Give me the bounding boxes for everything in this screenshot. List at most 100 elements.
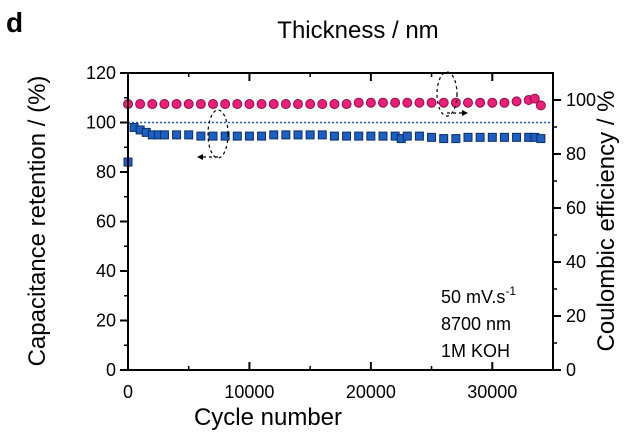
capacitance-marker	[463, 132, 473, 142]
coulombic-marker	[390, 97, 401, 108]
callout-layer	[197, 71, 468, 160]
y-left-tick-label: 20	[96, 311, 116, 331]
capacitance-marker	[269, 130, 279, 140]
y-left-tick-label: 0	[106, 360, 116, 380]
coulombic-marker	[529, 93, 540, 104]
capacitance-marker	[257, 131, 267, 141]
coulombic-marker	[378, 97, 388, 108]
coulombic-marker	[463, 97, 473, 108]
coulombic-marker	[353, 97, 364, 108]
capacitance-marker	[196, 131, 206, 141]
y-right-tick-label: 60	[566, 198, 586, 218]
coulombic-marker	[438, 97, 449, 108]
capacitance-marker	[159, 130, 169, 140]
y-left-tick-label: 80	[96, 162, 116, 182]
x-tick-label: 10000	[224, 382, 274, 402]
y-left-tick-label: 120	[86, 63, 116, 83]
y-right-tick-label: 20	[566, 306, 586, 326]
capacitance-marker	[220, 131, 230, 141]
coulombic-marker	[341, 99, 352, 110]
left-series-arrowhead	[197, 154, 203, 160]
y-left-tick-label: 60	[96, 212, 116, 232]
coulombic-marker	[280, 99, 291, 110]
coulombic-marker	[220, 99, 231, 110]
y-left-tick-label: 40	[96, 261, 116, 281]
series-layer	[123, 93, 546, 167]
electrolyte-label: 1M KOH	[441, 341, 510, 361]
capacitance-marker	[305, 130, 315, 140]
scan-rate-value: 50 mV.s	[441, 287, 505, 307]
capacitance-marker	[475, 132, 485, 142]
capacitance-marker	[329, 131, 339, 141]
coulombic-marker	[317, 99, 328, 110]
capacitance-marker	[414, 131, 424, 141]
thickness-label: 8700 nm	[441, 314, 511, 334]
coulombic-marker	[256, 99, 267, 110]
capacitance-marker	[232, 131, 242, 141]
coulombic-series	[123, 93, 546, 111]
x-axis-label: Cycle number	[194, 404, 342, 431]
y-right-tick-label: 100	[566, 90, 596, 110]
capacitance-marker	[184, 130, 194, 140]
y-left-axis-label: Capacitance retention / (%)	[24, 76, 51, 367]
coulombic-marker	[365, 97, 376, 108]
left-series-callout	[207, 109, 229, 159]
coulombic-marker	[293, 99, 303, 110]
capacitance-marker	[487, 132, 497, 142]
coulombic-marker	[147, 99, 158, 110]
capacitance-marker	[512, 132, 522, 142]
capacitance-marker	[536, 134, 546, 144]
scan-rate-exponent: -1	[505, 284, 516, 298]
capacitance-marker	[317, 130, 327, 140]
y-right-axis-label: Coulombic efficiency / %	[593, 91, 620, 352]
capacitance-marker	[281, 130, 291, 140]
capacitance-marker	[378, 131, 388, 141]
chart-title: Thickness / nm	[277, 17, 438, 44]
coulombic-marker	[499, 97, 510, 108]
right-series-arrowhead	[462, 110, 468, 116]
capacitance-marker	[342, 131, 352, 141]
y-right-tick-label: 40	[566, 252, 586, 272]
coulombic-marker	[329, 99, 340, 110]
panel-label: d	[6, 7, 23, 38]
coulombic-marker	[232, 99, 243, 110]
coulombic-marker	[159, 99, 170, 110]
capacitance-marker	[172, 130, 182, 140]
x-tick-label: 30000	[467, 382, 517, 402]
coulombic-marker	[195, 99, 206, 110]
capacitance-marker	[366, 131, 376, 141]
capacitance-marker	[293, 130, 303, 140]
right-series-callout	[436, 71, 458, 117]
capacitance-marker	[354, 131, 364, 141]
coulombic-marker	[487, 97, 498, 108]
x-tick-label: 20000	[346, 382, 396, 402]
coulombic-marker	[183, 99, 194, 110]
capacitance-marker	[427, 132, 437, 142]
coulombic-marker	[535, 100, 546, 111]
coulombic-marker	[426, 97, 437, 108]
capacitance-marker	[439, 134, 449, 144]
coulombic-marker	[268, 99, 279, 110]
coulombic-marker	[244, 99, 255, 110]
y-left-tick-label: 100	[86, 113, 116, 133]
y-right-tick-label: 80	[566, 144, 586, 164]
coulombic-marker	[171, 99, 182, 110]
y-right-tick-label: 0	[566, 360, 576, 380]
capacitance-marker	[451, 134, 461, 144]
coulombic-marker	[475, 97, 486, 108]
coulombic-marker	[402, 97, 413, 108]
scan-rate-label: 50 mV.s-1	[441, 284, 516, 307]
capacitance-series	[123, 122, 546, 167]
x-tick-label: 0	[123, 382, 133, 402]
coulombic-marker	[511, 96, 522, 107]
capacitance-marker	[402, 131, 412, 141]
capacitance-marker	[244, 131, 254, 141]
coulombic-marker	[135, 99, 146, 110]
capacitance-marker	[499, 132, 509, 142]
axes-layer: 0 10000 20000 30000 0 20 40 60 80 100 120 0 20 40 60 80…	[86, 63, 596, 402]
capacitance-marker	[208, 131, 218, 141]
coulombic-marker	[305, 99, 316, 110]
coulombic-marker	[208, 99, 218, 110]
